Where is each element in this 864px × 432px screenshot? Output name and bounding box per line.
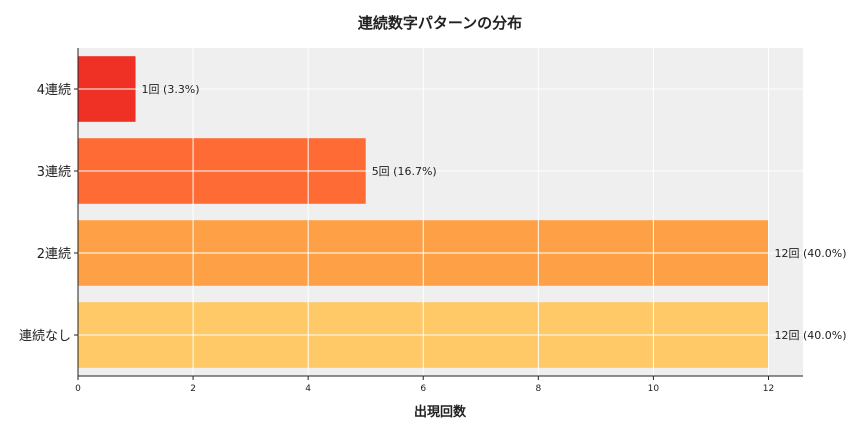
- y-tick-label: 3連続: [37, 165, 71, 180]
- x-tick-label: 0: [75, 384, 81, 394]
- x-tick-label: 4: [305, 384, 311, 394]
- x-tick-label: 6: [420, 384, 426, 394]
- data-label: 12回 (40.0%): [774, 329, 846, 342]
- x-axis-label: 出現回数: [414, 404, 467, 420]
- x-tick-label: 2: [190, 384, 196, 394]
- x-tick-label: 8: [535, 384, 541, 394]
- y-tick-label: 連続なし: [19, 329, 71, 344]
- x-tick-label: 10: [648, 384, 660, 394]
- data-label: 5回 (16.7%): [372, 165, 437, 178]
- y-tick-label: 2連続: [37, 247, 71, 262]
- y-tick-label: 4連続: [37, 83, 71, 98]
- x-tick-label: 12: [763, 384, 774, 394]
- data-label: 1回 (3.3%): [142, 83, 200, 96]
- data-label: 12回 (40.0%): [774, 247, 846, 260]
- chart-title: 連続数字パターンの分布: [358, 14, 522, 32]
